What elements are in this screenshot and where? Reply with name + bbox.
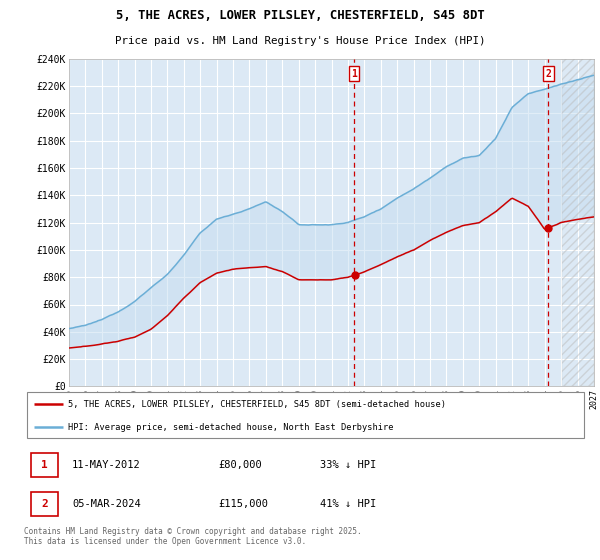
Text: Contains HM Land Registry data © Crown copyright and database right 2025.
This d: Contains HM Land Registry data © Crown c…	[24, 527, 362, 547]
Text: 5, THE ACRES, LOWER PILSLEY, CHESTERFIELD, S45 8DT (semi-detached house): 5, THE ACRES, LOWER PILSLEY, CHESTERFIEL…	[68, 400, 446, 409]
Text: 1: 1	[41, 460, 47, 470]
Text: 2: 2	[41, 499, 47, 509]
Text: 1: 1	[351, 69, 357, 78]
FancyBboxPatch shape	[27, 393, 584, 437]
Text: 5, THE ACRES, LOWER PILSLEY, CHESTERFIELD, S45 8DT: 5, THE ACRES, LOWER PILSLEY, CHESTERFIEL…	[116, 9, 484, 22]
FancyBboxPatch shape	[31, 492, 58, 516]
Text: 05-MAR-2024: 05-MAR-2024	[72, 499, 140, 509]
FancyBboxPatch shape	[31, 453, 58, 477]
Text: 33% ↓ HPI: 33% ↓ HPI	[320, 460, 376, 470]
Text: 2: 2	[545, 69, 551, 78]
Text: 41% ↓ HPI: 41% ↓ HPI	[320, 499, 376, 509]
Text: 11-MAY-2012: 11-MAY-2012	[72, 460, 140, 470]
Text: Price paid vs. HM Land Registry's House Price Index (HPI): Price paid vs. HM Land Registry's House …	[115, 36, 485, 46]
Text: £115,000: £115,000	[218, 499, 269, 509]
Text: HPI: Average price, semi-detached house, North East Derbyshire: HPI: Average price, semi-detached house,…	[68, 423, 394, 432]
Text: £80,000: £80,000	[218, 460, 262, 470]
